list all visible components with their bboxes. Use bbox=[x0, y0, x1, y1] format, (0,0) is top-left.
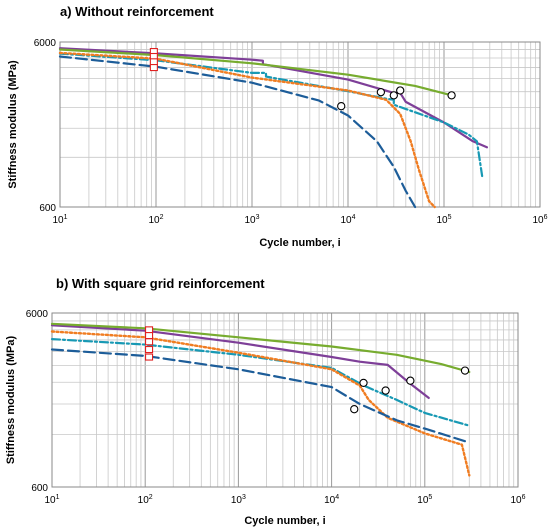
panel-a-y-axis-label: Stiffness modulus (MPa) bbox=[7, 60, 19, 189]
x-tick-label: 103 bbox=[244, 214, 259, 226]
x-tick-label: 106 bbox=[532, 214, 547, 226]
x-tick-label: 103 bbox=[231, 494, 246, 506]
failure-point-marker bbox=[447, 91, 456, 100]
panel-b-title: b) With square grid reinforcement bbox=[56, 276, 265, 291]
panel-b-y-axis-label: Stiffness modulus (MPa) bbox=[5, 335, 17, 464]
initial-modulus-marker bbox=[145, 326, 154, 334]
failure-point-marker bbox=[337, 102, 346, 111]
x-tick-label: 105 bbox=[436, 214, 451, 226]
panel-a-series-2-line bbox=[58, 48, 453, 97]
x-tick-label: 102 bbox=[138, 494, 153, 506]
failure-point-marker bbox=[350, 405, 359, 414]
panel-b-series-4-line bbox=[50, 330, 471, 477]
x-tick-label: 101 bbox=[52, 214, 67, 226]
panel-a-title: a) Without reinforcement bbox=[60, 4, 214, 19]
y-tick-label: 6000 bbox=[34, 38, 57, 49]
failure-point-marker bbox=[406, 376, 415, 385]
panel-a-series-5-line bbox=[58, 55, 417, 209]
x-tick-label: 104 bbox=[324, 494, 339, 506]
failure-point-marker bbox=[460, 366, 470, 375]
x-tick-label: 101 bbox=[44, 494, 59, 506]
y-tick-label: 600 bbox=[31, 483, 48, 494]
initial-modulus-marker bbox=[145, 345, 154, 354]
initial-modulus-marker bbox=[145, 332, 154, 340]
panel-a-plot-area bbox=[59, 41, 541, 208]
initial-modulus-marker bbox=[149, 58, 158, 66]
x-tick-label: 104 bbox=[340, 214, 355, 226]
initial-modulus-marker bbox=[145, 338, 154, 346]
initial-modulus-marker bbox=[149, 64, 158, 72]
x-tick-label: 102 bbox=[148, 214, 163, 226]
x-tick-label: 106 bbox=[510, 494, 525, 506]
failure-point-marker bbox=[389, 91, 398, 100]
panel-b-x-axis-label: Cycle number, i bbox=[244, 515, 325, 527]
panel-a-series-4-line bbox=[58, 51, 436, 209]
failure-point-marker bbox=[359, 378, 368, 388]
y-tick-label: 6000 bbox=[26, 309, 49, 320]
failure-point-marker bbox=[396, 86, 405, 95]
failure-point-marker bbox=[376, 87, 386, 97]
x-tick-label: 105 bbox=[417, 494, 432, 506]
panel-a: 101 102 103 104 105 106 600 6000 a) Without rein… bbox=[7, 4, 548, 249]
panel-b-plot-area bbox=[51, 312, 519, 488]
panel-b: 101 102 103 104 105 106 600 6000 b) With square … bbox=[5, 276, 526, 527]
panel-a-x-axis-label: Cycle number, i bbox=[259, 237, 340, 249]
y-tick-label: 600 bbox=[39, 203, 56, 214]
panel-b-series-5-line bbox=[50, 348, 467, 443]
panel-b-series-3-line bbox=[50, 338, 471, 427]
initial-modulus-marker bbox=[145, 353, 154, 361]
failure-point-marker bbox=[381, 386, 390, 395]
